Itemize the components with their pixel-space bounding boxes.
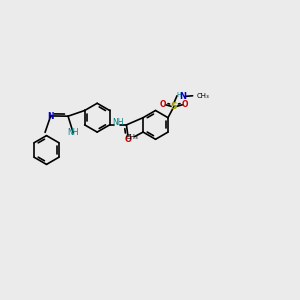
Text: NH: NH: [112, 118, 124, 127]
Text: CH₃: CH₃: [125, 134, 138, 140]
Text: O: O: [124, 135, 131, 144]
Text: N: N: [47, 112, 54, 121]
Text: NH: NH: [68, 128, 79, 137]
Text: O: O: [160, 100, 166, 109]
Text: N: N: [179, 92, 186, 101]
Text: H: H: [176, 92, 181, 98]
Text: O: O: [182, 100, 188, 109]
Text: S: S: [171, 102, 177, 111]
Text: CH₃: CH₃: [197, 93, 210, 99]
